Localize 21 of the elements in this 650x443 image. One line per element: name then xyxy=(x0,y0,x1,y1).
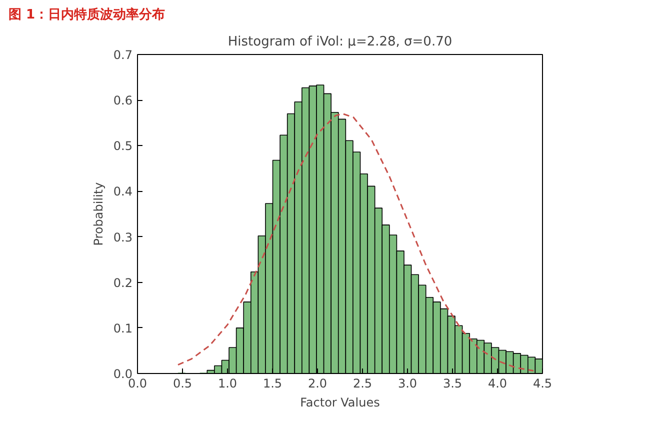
x-tick-label: 4.0 xyxy=(488,376,508,390)
x-tick-label: 2.5 xyxy=(352,376,372,390)
y-tick-label: 0.7 xyxy=(113,48,133,62)
x-tick-label: 1.0 xyxy=(218,376,238,390)
chart-subtitle: Histogram of iVol: μ=2.28, σ=0.70 xyxy=(228,34,452,50)
x-tick-label: 1.5 xyxy=(262,376,282,390)
y-tick-label: 0.2 xyxy=(113,276,133,290)
chart-title: 图 1：日内特质波动率分布 xyxy=(8,6,166,22)
x-tick-label: 3.5 xyxy=(442,376,462,390)
y-tick-label: 0.3 xyxy=(113,230,133,244)
y-tick-label: 0.5 xyxy=(113,139,133,154)
y-tick-label: 0.1 xyxy=(113,321,133,336)
x-tick-label: 3.0 xyxy=(398,376,418,390)
x-tick-label: 0.0 xyxy=(128,376,148,390)
x-tick-label: 4.5 xyxy=(532,376,552,390)
x-axis-title: Factor Values xyxy=(300,396,380,410)
y-tick-label: 0.4 xyxy=(113,184,133,199)
y-tick-label: 0.6 xyxy=(113,94,133,108)
x-tick-label: 2.0 xyxy=(308,376,328,390)
y-axis-title: Probability xyxy=(91,182,106,246)
x-tick-label: 0.5 xyxy=(172,376,192,390)
